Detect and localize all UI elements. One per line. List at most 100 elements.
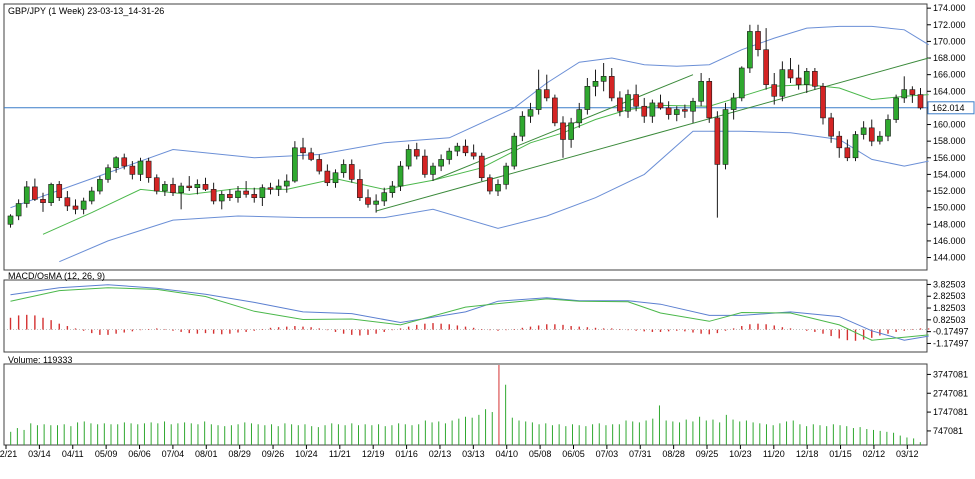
time-axis-label: 06/05 bbox=[562, 449, 585, 459]
candle-bearish bbox=[812, 71, 818, 87]
candle-bearish bbox=[771, 84, 778, 97]
candle-bearish bbox=[478, 155, 485, 179]
macd-axis-label: 2.82503 bbox=[933, 291, 966, 301]
candle-bearish bbox=[64, 197, 71, 207]
candle-bullish bbox=[405, 149, 412, 167]
candle-bullish bbox=[519, 115, 526, 137]
macd-axis-label: 1.82503 bbox=[933, 303, 966, 313]
panel-frame-1 bbox=[3, 3, 928, 271]
candle-bearish bbox=[243, 190, 249, 195]
price-axis-label: 148.000 bbox=[933, 219, 966, 229]
time-axis-label: 03/14 bbox=[28, 449, 51, 459]
candle-bearish bbox=[357, 179, 363, 198]
candle-bullish bbox=[877, 135, 883, 142]
candle-bullish bbox=[389, 185, 396, 193]
volume-axis-label: 3747081 bbox=[933, 369, 968, 379]
candle-bullish bbox=[381, 192, 388, 202]
candle-bearish bbox=[300, 147, 306, 154]
candle-bearish bbox=[202, 184, 209, 190]
time-axis-label: 09/26 bbox=[262, 449, 285, 459]
time-axis-label: 08/28 bbox=[662, 449, 685, 459]
candle-bullish bbox=[576, 109, 583, 124]
candle-bullish bbox=[511, 135, 518, 167]
candle-bullish bbox=[698, 81, 704, 102]
time-axis-label: 09/25 bbox=[696, 449, 719, 459]
candle-bullish bbox=[901, 89, 908, 99]
time-axis-label: 12/18 bbox=[796, 449, 819, 459]
candle-bullish bbox=[885, 119, 891, 137]
candle-bullish bbox=[23, 186, 30, 204]
candle-bearish bbox=[145, 160, 152, 179]
candle-bearish bbox=[56, 184, 63, 198]
candle-bullish bbox=[162, 184, 168, 192]
candle-bearish bbox=[267, 187, 274, 190]
candle-bullish bbox=[454, 145, 461, 152]
time-axis-label: 03/12 bbox=[896, 449, 919, 459]
candle-bearish bbox=[348, 164, 355, 180]
candle-bullish bbox=[88, 190, 95, 202]
candle-bullish bbox=[852, 134, 859, 159]
candle-bullish bbox=[893, 97, 899, 120]
macd-line bbox=[10, 284, 929, 341]
signal-line bbox=[10, 287, 929, 341]
candle-bullish bbox=[7, 215, 14, 225]
candle-bullish bbox=[860, 127, 867, 135]
volume-axis-label: 747081 bbox=[933, 426, 963, 436]
candle-bearish bbox=[129, 165, 136, 175]
time-axis-label: 07/03 bbox=[596, 449, 619, 459]
candle-bullish bbox=[48, 184, 54, 203]
candle-bearish bbox=[121, 157, 128, 167]
candle-bearish bbox=[755, 31, 761, 51]
candle-bearish bbox=[40, 199, 46, 203]
candle-bullish bbox=[80, 200, 87, 210]
time-axis-label: 11/21 bbox=[329, 449, 351, 459]
candle-bullish bbox=[430, 165, 436, 175]
candle-bullish bbox=[779, 69, 786, 97]
time-axis-label: 08/01 bbox=[195, 449, 218, 459]
candle-bearish bbox=[560, 122, 566, 140]
price-axis-label: 172.000 bbox=[933, 20, 966, 30]
candle-bullish bbox=[340, 164, 347, 174]
candle-bearish bbox=[422, 155, 428, 175]
candle-bearish bbox=[682, 109, 688, 112]
candle-bearish bbox=[617, 97, 623, 112]
candle-bullish bbox=[625, 94, 631, 112]
candle-bearish bbox=[836, 135, 843, 149]
candle-bullish bbox=[738, 67, 745, 99]
candle-bearish bbox=[665, 107, 672, 115]
candle-bullish bbox=[259, 187, 266, 198]
candle-bearish bbox=[552, 97, 558, 124]
candle-bearish bbox=[828, 117, 834, 137]
candle-bearish bbox=[657, 102, 664, 109]
volume-axis-label: 2747081 bbox=[933, 388, 968, 398]
time-axis-label: 04/11 bbox=[62, 449, 84, 459]
current-price-label: 162.014 bbox=[932, 103, 965, 113]
candle-bearish bbox=[608, 76, 615, 99]
price-axis-label: 174.000 bbox=[933, 3, 966, 13]
candle-bearish bbox=[316, 159, 323, 172]
candle-bullish bbox=[592, 81, 599, 87]
time-axis-label: 02/13 bbox=[429, 449, 452, 459]
time-axis-label: 06/06 bbox=[128, 449, 151, 459]
macd-axis-label: -1.17497 bbox=[933, 338, 969, 348]
candle-bearish bbox=[633, 94, 639, 107]
candle-bearish bbox=[795, 77, 802, 85]
time-axis-label: 03/13 bbox=[462, 449, 485, 459]
candle-bullish bbox=[397, 165, 404, 187]
candle-bearish bbox=[470, 152, 477, 157]
candle-bullish bbox=[503, 165, 509, 185]
candle-bullish bbox=[373, 200, 379, 205]
candle-bullish bbox=[495, 184, 501, 192]
candle-bullish bbox=[690, 100, 696, 112]
candle-bearish bbox=[917, 94, 924, 109]
candle-bullish bbox=[584, 85, 591, 110]
candle-bullish bbox=[105, 167, 111, 180]
price-axis-label: 160.000 bbox=[933, 120, 966, 130]
candle-bullish bbox=[218, 194, 225, 202]
candle-bullish bbox=[178, 185, 184, 193]
time-axis-label: 08/29 bbox=[228, 449, 251, 459]
time-axis-label: 11/20 bbox=[763, 449, 785, 459]
candle-bearish bbox=[210, 189, 217, 202]
candle-bearish bbox=[308, 152, 314, 160]
